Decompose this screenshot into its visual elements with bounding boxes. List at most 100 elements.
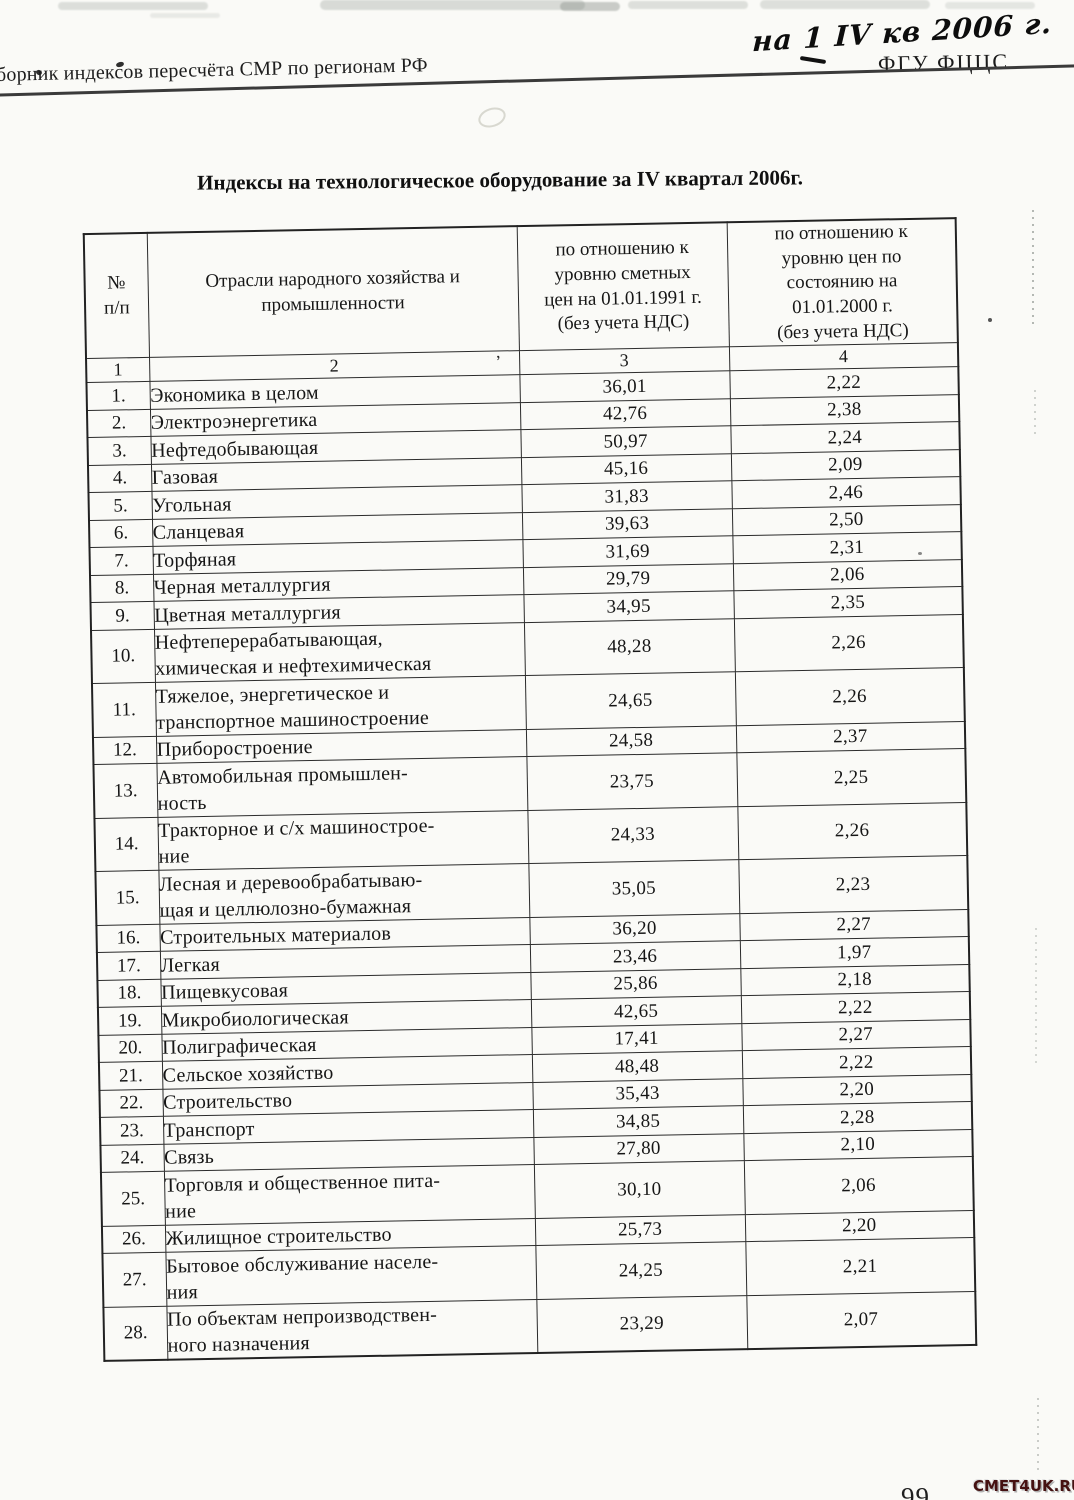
index-2000-cell: 2,07 — [746, 1291, 977, 1350]
row-number-cell: 17. — [96, 951, 161, 981]
index-2000-cell: 2,24 — [730, 422, 960, 454]
index-1991-cell: 24,25 — [535, 1242, 747, 1300]
industry-cell: Автомобильная промышлен- ность — [156, 756, 528, 818]
scan-artifact — [150, 13, 220, 18]
row-number-cell: 7. — [89, 546, 153, 576]
scan-artifact — [1035, 928, 1037, 1063]
document-title: Индексы на технологическое оборудование … — [196, 165, 803, 195]
row-number-cell: 28. — [103, 1306, 168, 1361]
index-2000-cell: 2,09 — [730, 449, 961, 482]
index-2000-cell: 2,31 — [732, 531, 962, 564]
index-2000-cell: 2,26 — [733, 614, 964, 673]
scan-artifact — [1037, 1398, 1039, 1473]
index-2000-cell: 2,46 — [731, 476, 961, 509]
smudge-ring — [475, 104, 509, 131]
index-2000-cell: 2,27 — [739, 909, 969, 942]
row-number-cell: 10. — [91, 629, 155, 684]
index-2000-cell: 2,35 — [733, 586, 963, 619]
index-1991-cell: 50,97 — [520, 426, 731, 458]
watermark: CMET4UK.RU — [973, 1477, 1074, 1495]
index-1991-cell: 36,01 — [519, 371, 730, 403]
row-number-cell: 3. — [87, 436, 151, 466]
row-number-cell: 14. — [94, 817, 159, 872]
table-header-row: № п/п Отрасли народного хозяйства и пром… — [83, 218, 958, 360]
col-header-industry: Отрасли народного хозяйства и промышленн… — [146, 226, 519, 358]
scan-artifact — [628, 1, 748, 9]
row-number-cell: 9. — [90, 601, 155, 631]
index-2000-cell: 2,21 — [745, 1237, 976, 1296]
index-1991-cell: 48,28 — [523, 618, 735, 677]
row-number-cell: 5. — [88, 491, 152, 521]
row-number-cell: 23. — [99, 1116, 164, 1146]
index-1991-cell: 23,29 — [536, 1295, 748, 1353]
index-1991-cell: 48,48 — [531, 1051, 743, 1083]
industry-cell: Лесная и деревообрабатываю- щая и целлюл… — [158, 863, 530, 925]
index-2000-cell: 2,25 — [736, 748, 967, 807]
index-1991-cell: 34,85 — [532, 1106, 744, 1138]
index-1991-cell: 34,95 — [523, 591, 734, 623]
indices-table: № п/п Отрасли народного хозяйства и пром… — [82, 217, 978, 1362]
index-1991-cell: 36,20 — [529, 913, 740, 945]
index-2000-cell: 2,27 — [741, 1019, 971, 1052]
index-1991-cell: 24,58 — [525, 725, 737, 757]
index-2000-cell: 2,06 — [732, 559, 963, 592]
scan-artifact — [320, 0, 585, 10]
index-2000-cell: 2,23 — [738, 855, 969, 914]
index-1991-cell: 45,16 — [520, 453, 732, 486]
index-1991-cell: 31,83 — [521, 481, 732, 513]
index-1991-cell: 35,43 — [532, 1078, 743, 1110]
table-body: 1. Экономика в целом 36,01 2,22 2. Элект… — [86, 367, 977, 1361]
scan-artifact — [760, 0, 930, 9]
index-1991-cell: 25,73 — [534, 1214, 746, 1246]
col-header-index-1991: по отношению к уровню сметных цен на 01.… — [516, 222, 729, 352]
scan-artifact — [1032, 210, 1034, 325]
index-1991-cell: 31,69 — [522, 536, 733, 568]
index-2000-cell: 2,18 — [740, 964, 970, 997]
row-number-cell: 19. — [97, 1006, 162, 1036]
col-header-index-2000: по отношению к уровню цен по состоянию н… — [726, 218, 958, 348]
page-number: 99 — [901, 1484, 947, 1500]
scan-artifact — [1034, 390, 1036, 435]
page-number-text: 99 — [901, 1484, 930, 1500]
industry-cell: Тракторное и с/х машинострое- ние — [157, 810, 529, 871]
index-1991-cell: 42,76 — [519, 398, 731, 431]
index-1991-cell: 42,65 — [530, 996, 742, 1028]
index-1991-cell: 27,80 — [533, 1133, 744, 1165]
scan-artifact — [560, 2, 620, 11]
index-1991-cell: 23,75 — [526, 753, 738, 811]
index-1991-cell: 30,10 — [533, 1161, 745, 1219]
col-header-num: № п/п — [83, 232, 150, 360]
row-number-cell: 2. — [86, 409, 151, 438]
index-1991-cell: 35,05 — [528, 860, 740, 918]
handwritten-underline — [799, 55, 827, 65]
row-number-cell: 12. — [92, 736, 157, 765]
index-1991-cell: 29,79 — [522, 563, 734, 596]
industry-cell: Бытовое обслуживание населе- ния — [165, 1245, 537, 1307]
row-number-cell: 21. — [98, 1061, 163, 1091]
row-number-cell: 1. — [86, 381, 150, 411]
industry-cell: Тяжелое, энергетическое и транспортное м… — [154, 676, 526, 737]
row-number-cell: 24. — [100, 1144, 164, 1173]
series-title: борник индексов пересчёта СМР по региона… — [0, 54, 429, 86]
scan-speck — [988, 318, 992, 322]
index-2000-cell: 2,22 — [740, 991, 971, 1024]
index-2000-cell: 2,22 — [741, 1046, 972, 1079]
scan-artifact — [58, 2, 208, 10]
index-2000-cell: 2,37 — [735, 721, 966, 754]
row-number-cell: 27. — [102, 1252, 167, 1308]
index-1991-cell: 17,41 — [531, 1023, 742, 1055]
scan-artifact — [945, 2, 1035, 9]
index-1991-cell: 23,46 — [529, 941, 741, 973]
index-2000-cell: 2,10 — [743, 1129, 973, 1162]
index-1991-cell: 24,65 — [524, 672, 736, 730]
index-2000-cell: 2,20 — [744, 1210, 975, 1243]
index-1991-cell: 25,86 — [530, 968, 741, 1000]
row-number-cell: 22. — [99, 1089, 163, 1118]
index-2000-cell: 2,20 — [742, 1074, 972, 1107]
row-number-cell: 26. — [101, 1225, 166, 1254]
index-1991-cell: 24,33 — [527, 806, 739, 864]
row-number-cell: 16. — [96, 924, 160, 953]
row-number-cell: 25. — [100, 1171, 165, 1227]
row-number-cell: 8. — [90, 574, 154, 603]
